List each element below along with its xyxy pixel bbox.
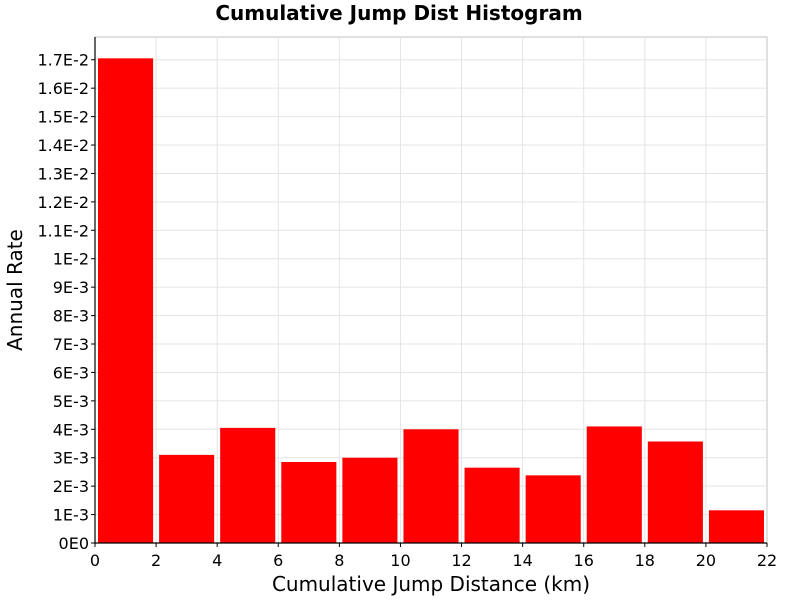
x-tick-label: 0 [90,551,100,570]
histogram-bar [281,461,337,543]
histogram-bar [220,427,276,543]
y-tick-label: 8E-3 [53,307,89,326]
x-tick-label: 6 [273,551,283,570]
x-tick-label: 20 [696,551,716,570]
y-tick-label: 4E-3 [53,420,89,439]
x-tick-label: 14 [512,551,532,570]
y-tick-label: 1E-2 [53,250,89,269]
y-tick-label: 1.2E-2 [37,193,89,212]
histogram-bar [525,475,581,543]
y-tick-label: 1.4E-2 [37,136,89,155]
y-tick-label: 0E0 [59,534,89,553]
y-tick-label: 3E-3 [53,449,89,468]
y-tick-label: 1.3E-2 [37,164,89,183]
histogram-bar [342,457,398,543]
axes [94,37,767,544]
y-tick-label: 2E-3 [53,477,89,496]
y-axis-title: Annual Rate [3,229,27,351]
x-tick-label: 2 [151,551,161,570]
y-tick-label: 1E-3 [53,506,89,525]
y-tick-label: 7E-3 [53,335,89,354]
y-tick-label: 1.7E-2 [37,51,89,70]
bars-group [98,58,764,544]
y-tick-label: 1.5E-2 [37,108,89,127]
histogram-bar [403,429,459,543]
x-tick-label: 16 [574,551,594,570]
histogram-bar [98,58,154,544]
x-tick-label: 18 [635,551,655,570]
y-tick-label: 6E-3 [53,363,89,382]
y-tick-label: 1.1E-2 [37,221,89,240]
x-tick-label: 4 [212,551,222,570]
x-tick-label: 12 [451,551,471,570]
chart-title: Cumulative Jump Dist Histogram [215,1,582,25]
x-tick-label: 22 [757,551,777,570]
histogram-bar [586,426,642,543]
histogram-bar [159,454,215,543]
y-tick-label: 1.6E-2 [37,79,89,98]
histogram-bar [464,467,520,543]
x-tick-label: 8 [334,551,344,570]
histogram-bar [647,441,703,543]
histogram-bar [708,510,764,543]
y-axis-ticks: 0E0 1E-3 2E-3 3E-3 4E-3 5E-3 6E-3 7E-3 8E-3 9E-3 1… [37,51,95,553]
x-tick-label: 10 [390,551,410,570]
y-tick-label: 5E-3 [53,392,89,411]
x-axis-ticks: 0 2 4 6 8 10 12 14 16 18 20 22 [90,543,777,570]
x-axis-title: Cumulative Jump Distance (km) [272,572,590,596]
y-tick-label: 9E-3 [53,278,89,297]
